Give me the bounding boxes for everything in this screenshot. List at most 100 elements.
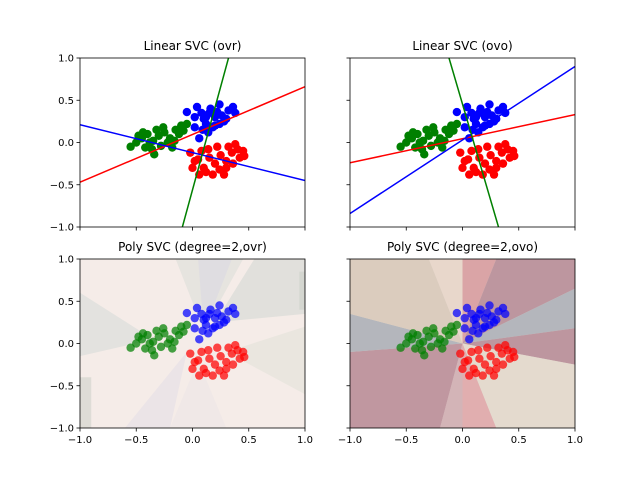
scatter-point (152, 326, 161, 336)
x-tick-label: 1.0 (297, 435, 313, 446)
scatter-point (210, 159, 220, 168)
scatter-point (126, 343, 135, 352)
y-tick-label: −0.5 (50, 381, 74, 392)
scatter-point (438, 143, 447, 152)
scatter-point (150, 351, 159, 360)
scatter-point (188, 364, 197, 374)
scatter-point (471, 368, 481, 378)
scatter-point (201, 368, 211, 378)
scatter-point (182, 119, 192, 129)
scatter-point (190, 123, 199, 132)
scatter-point (182, 320, 192, 330)
plot-area (80, 259, 305, 428)
scatter-point (429, 123, 438, 132)
subplot-title: Poly SVC (degree=2,ovr) (118, 240, 267, 254)
scatter-point (210, 360, 220, 369)
x-tick-label: 0.0 (455, 435, 471, 446)
scatter-point (460, 357, 469, 367)
scatter-point (195, 335, 204, 344)
subplot-linear-svc-ovr: −1.0 −0.5 0.0 0.5 1.0 Linear SVC (ovr) (50, 39, 306, 234)
scatter-point (240, 151, 249, 161)
subplot-title: Linear SVC (ovr) (144, 39, 242, 53)
scatter-point (408, 128, 418, 137)
decision-line (448, 58, 500, 227)
scatter-point (492, 364, 501, 374)
scatter-point (460, 313, 469, 323)
y-tick-label: 0.0 (58, 339, 74, 350)
decision-line (80, 124, 305, 182)
scatter-point (460, 156, 469, 166)
scatter-point (458, 364, 467, 374)
scatter-point (190, 156, 199, 166)
scatter-point (219, 371, 229, 380)
scatter-point (485, 100, 494, 109)
scatter-point (198, 326, 207, 336)
scatter-point (422, 326, 431, 336)
x-tick-label: −0.5 (124, 435, 148, 446)
scatter-point (231, 309, 240, 319)
scatter-point (219, 170, 229, 179)
scatter-point (208, 170, 217, 179)
scatter-point (492, 357, 501, 367)
x-tick-label: 0.5 (241, 435, 257, 446)
scatter-point (486, 150, 495, 160)
decision-region-4 (170, 360, 227, 428)
scatter-point (188, 163, 197, 173)
scatter-point (222, 364, 231, 374)
scatter-point (138, 329, 148, 338)
plot-area (350, 259, 575, 428)
scatter-point (440, 337, 449, 347)
scatter-point (494, 343, 503, 352)
y-tick-label: −1.0 (50, 223, 74, 234)
scatter-point (231, 139, 240, 149)
scatter-point (216, 150, 225, 160)
scatter-point (182, 107, 192, 117)
scatter-point (396, 343, 405, 352)
scatter-point (159, 123, 168, 132)
decision-line (181, 58, 230, 227)
y-tick-label: 0.5 (58, 297, 74, 308)
scatter-point (201, 167, 211, 177)
plot-area (350, 58, 575, 227)
scatter-point (480, 159, 490, 168)
scatter-point (449, 126, 458, 135)
y-tick-label: 1.0 (58, 54, 74, 65)
decision-region-10 (440, 343, 463, 428)
scatter-point (215, 301, 224, 310)
scatter-point (208, 371, 217, 380)
scatter-point (483, 343, 492, 352)
scatter-point (485, 301, 494, 310)
scatter-point (458, 163, 467, 173)
scatter-point (396, 142, 405, 151)
decision-region-8 (462, 343, 575, 428)
scatter-point (510, 151, 519, 161)
scatter-point (192, 102, 202, 112)
scatter-point (170, 337, 179, 347)
x-tick-label: −1.0 (68, 435, 92, 446)
y-tick-label: 0.5 (58, 96, 74, 107)
y-tick-label: −0.5 (50, 180, 74, 191)
decision-line (80, 86, 305, 183)
scatter-point (192, 303, 202, 313)
scatter-point (426, 342, 436, 352)
scatter-point (449, 327, 458, 336)
x-tick-label: 1.0 (567, 435, 583, 446)
scatter-point (190, 324, 199, 333)
scatter-point (486, 351, 495, 361)
scatter-point (222, 315, 231, 325)
scatter-point (483, 142, 492, 151)
scatter-point (195, 371, 204, 380)
scatter-point (152, 125, 161, 135)
subplot-linear-svc-ovo: Linear SVC (ovo) (346, 39, 576, 231)
scatter-point (478, 371, 487, 380)
scatter-point (422, 125, 431, 135)
scatter-point (159, 324, 168, 333)
scatter-point (179, 126, 188, 135)
scatter-point (201, 112, 211, 122)
scatter-point (494, 142, 503, 151)
scatter-point (213, 142, 222, 151)
y-tick-label: −1.0 (50, 424, 74, 435)
scatter-point (492, 156, 501, 166)
scatter-point (501, 340, 510, 350)
scatter-point (489, 371, 499, 380)
